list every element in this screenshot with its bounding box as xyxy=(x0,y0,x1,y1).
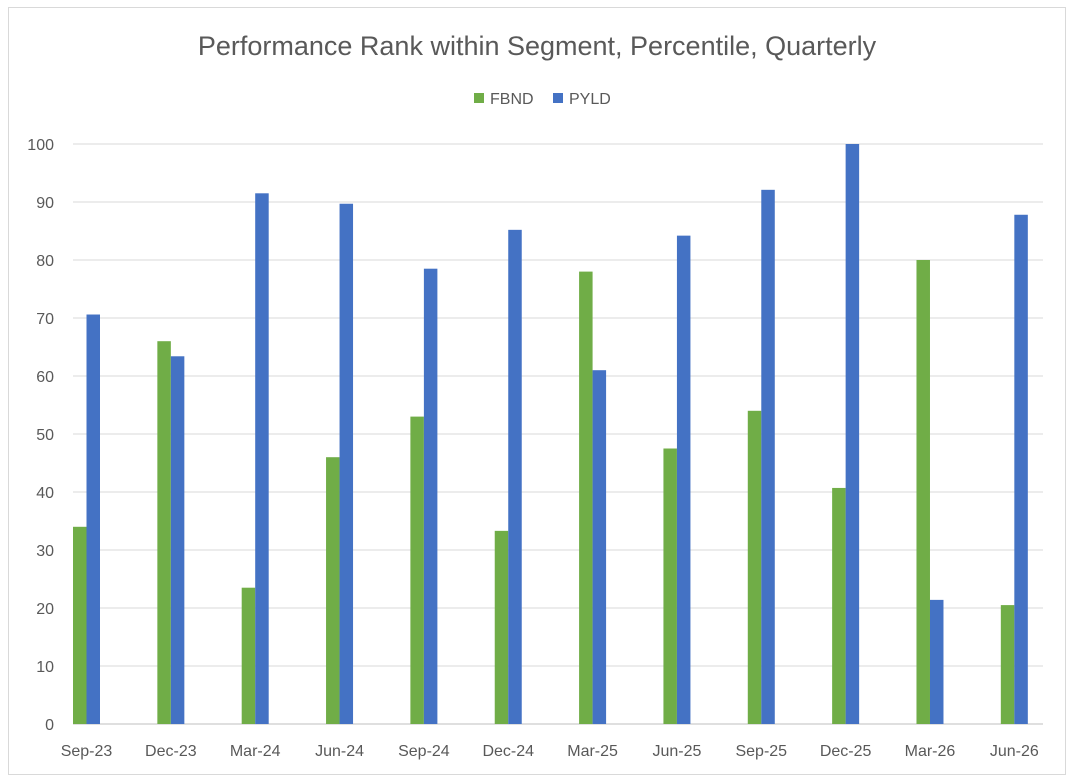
bar-fbnd xyxy=(579,271,593,724)
legend-label-pyld: PYLD xyxy=(569,91,611,108)
bar-fbnd xyxy=(494,530,509,724)
y-tick-label: 0 xyxy=(45,717,54,734)
y-tick-label: 50 xyxy=(36,427,54,444)
bar-fbnd xyxy=(1000,605,1015,724)
bar-pyld xyxy=(929,599,944,724)
bar-pyld xyxy=(845,144,860,724)
bar-pyld xyxy=(1014,214,1028,724)
x-tick-label: Dec-23 xyxy=(145,743,197,760)
y-tick-label: 20 xyxy=(36,601,54,618)
bar-pyld xyxy=(170,356,185,724)
y-tick-label: 80 xyxy=(36,253,54,270)
x-tick-label: Sep-23 xyxy=(61,743,113,760)
y-tick-label: 90 xyxy=(36,195,54,212)
bar-fbnd xyxy=(241,587,256,724)
y-tick-label: 40 xyxy=(36,485,54,502)
bar-pyld xyxy=(86,314,100,724)
bar-fbnd xyxy=(73,526,87,724)
bar-pyld xyxy=(761,189,775,724)
x-axis-ticks: Sep-23 Dec-23 Mar-24 Jun-24 Sep-24 Dec-24 Mar-… xyxy=(61,743,1039,760)
chart-title: Performance Rank within Segment, Percent… xyxy=(198,31,877,61)
x-tick-label: Jun-25 xyxy=(652,743,701,760)
bar-fbnd xyxy=(663,448,677,724)
y-axis-ticks: 0 10 20 30 40 50 60 70 80 90 100 xyxy=(27,137,54,734)
bar-pyld xyxy=(339,203,354,725)
bar-fbnd xyxy=(916,260,930,724)
bar-pyld xyxy=(423,268,438,724)
x-tick-label: Dec-24 xyxy=(482,743,534,760)
bar-fbnd xyxy=(832,487,846,724)
legend-swatch-fbnd xyxy=(474,93,484,103)
x-tick-label: Mar-24 xyxy=(230,743,281,760)
gridlines xyxy=(73,143,1043,725)
legend: FBND PYLD xyxy=(474,91,611,108)
y-tick-label: 100 xyxy=(27,137,54,154)
bar-fbnd xyxy=(747,410,762,724)
bar-pyld xyxy=(676,235,691,724)
bar-pyld xyxy=(255,193,269,725)
bar-pyld xyxy=(592,370,607,724)
bars xyxy=(73,144,1028,725)
y-tick-label: 30 xyxy=(36,543,54,560)
y-tick-label: 10 xyxy=(36,659,54,676)
x-tick-label: Dec-25 xyxy=(820,743,872,760)
x-tick-label: Jun-26 xyxy=(990,743,1039,760)
bar-fbnd xyxy=(410,416,424,724)
legend-swatch-pyld xyxy=(553,93,563,103)
legend-label-fbnd: FBND xyxy=(490,91,534,108)
x-tick-label: Sep-24 xyxy=(398,743,450,760)
x-tick-label: Mar-26 xyxy=(905,743,956,760)
bar-pyld xyxy=(508,229,522,724)
x-tick-label: Jun-24 xyxy=(315,743,364,760)
y-tick-label: 60 xyxy=(36,369,54,386)
y-tick-label: 70 xyxy=(36,311,54,328)
x-tick-label: Mar-25 xyxy=(567,743,618,760)
bar-fbnd xyxy=(326,457,340,724)
x-tick-label: Sep-25 xyxy=(735,743,787,760)
bar-fbnd xyxy=(157,341,171,724)
